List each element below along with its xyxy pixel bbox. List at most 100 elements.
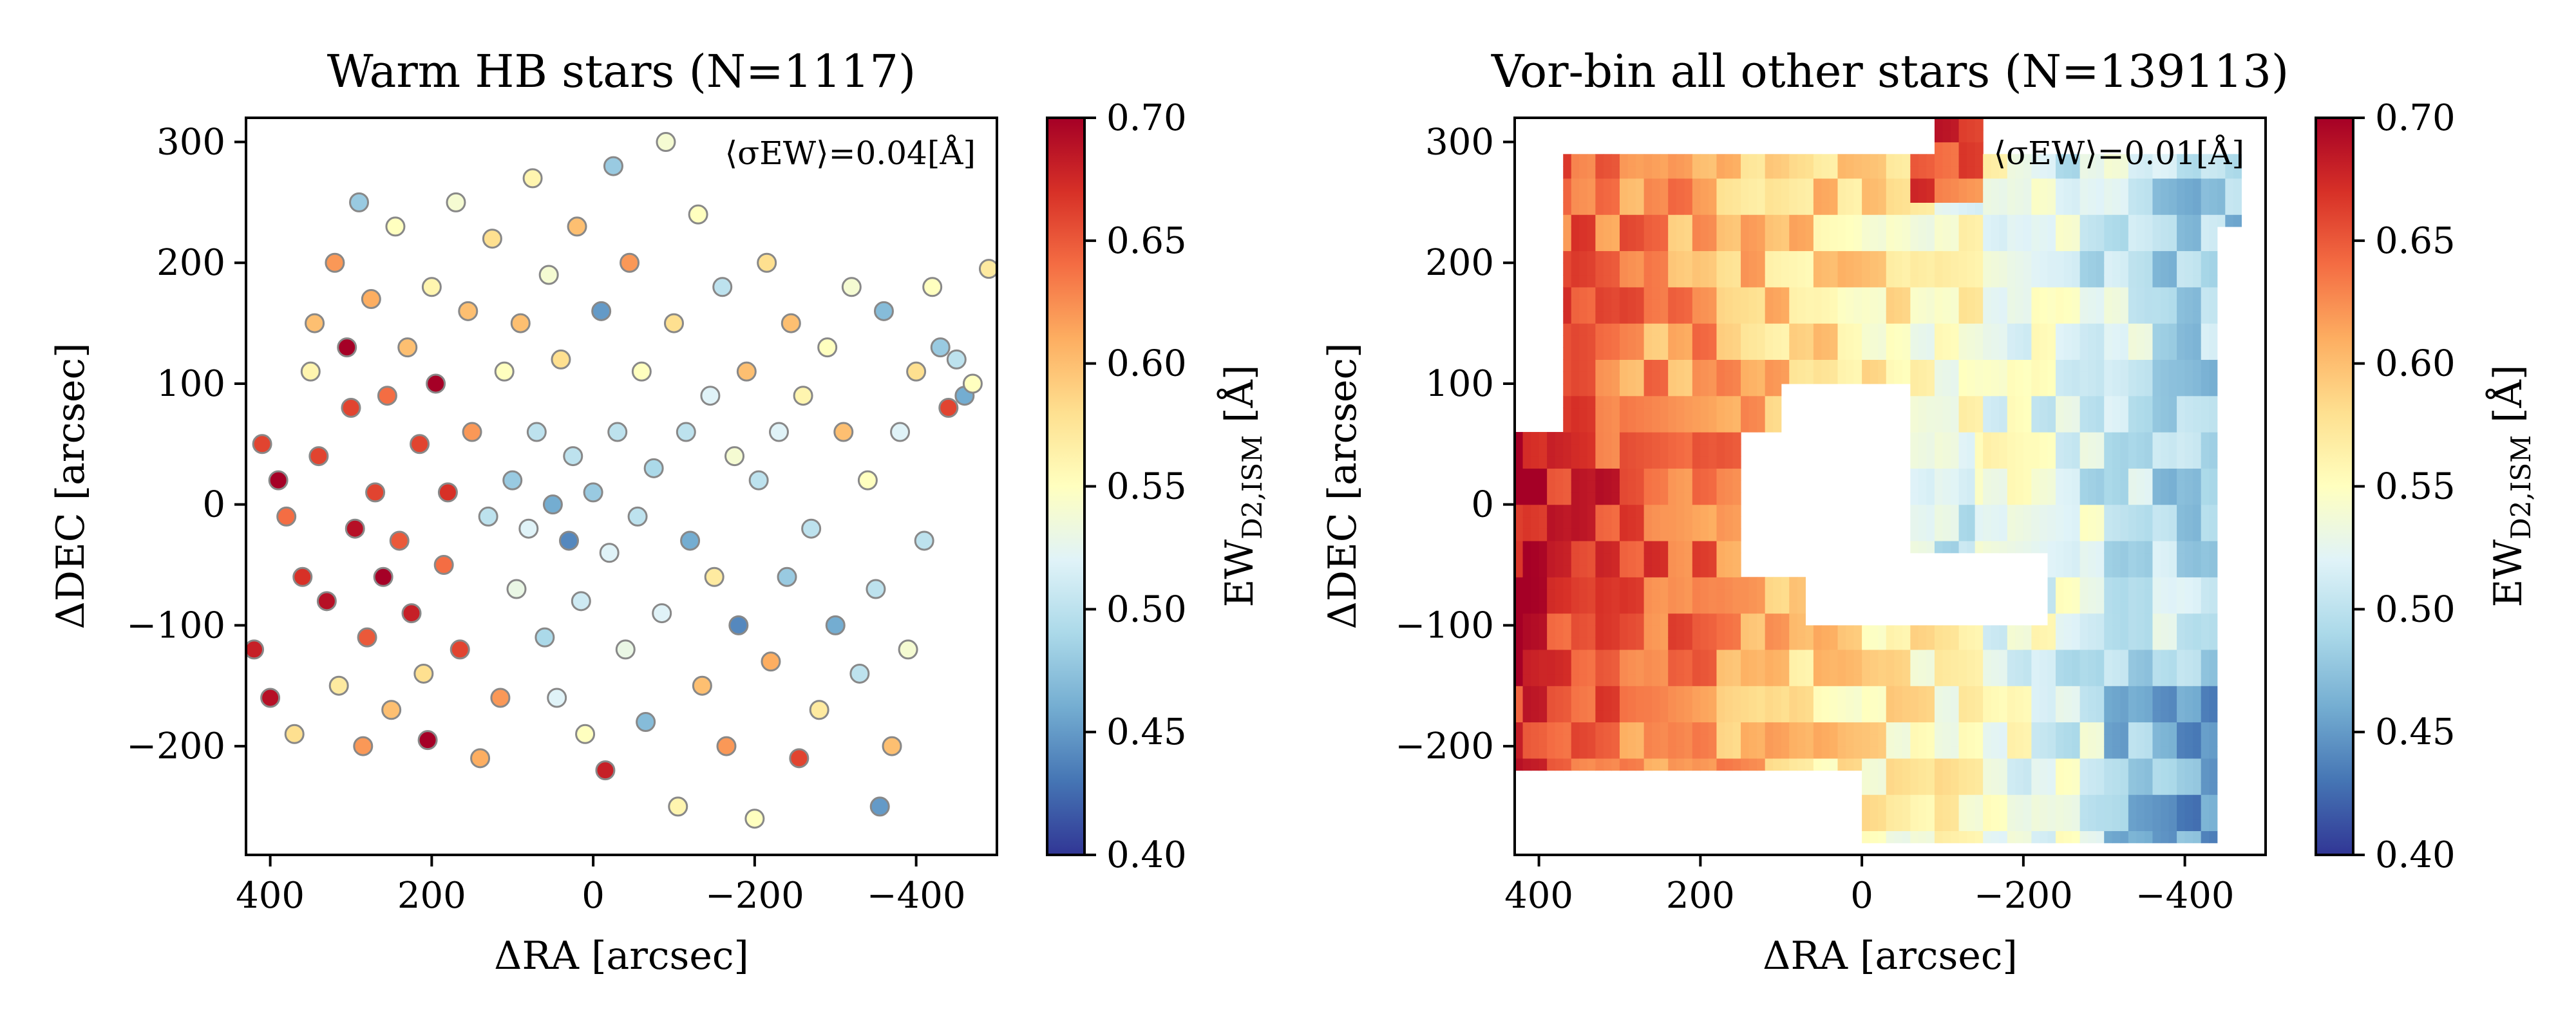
heatmap-cell — [1999, 637, 2008, 650]
heatmap-cell — [1741, 347, 1750, 360]
heatmap-cell — [2184, 601, 2193, 614]
heatmap-cell — [1603, 516, 1613, 529]
heatmap-cell — [1821, 347, 1830, 360]
heatmap-cell — [2136, 166, 2145, 179]
heatmap-cell — [2128, 190, 2137, 203]
heatmap-cell — [2047, 686, 2056, 698]
heatmap-cell — [1636, 359, 1645, 372]
star-point — [700, 386, 721, 406]
heatmap-cell — [2096, 263, 2105, 276]
heatmap-cell — [1773, 250, 1782, 263]
heatmap-cell — [1684, 673, 1693, 686]
heatmap-cell — [1643, 734, 1653, 747]
heatmap-cell — [2031, 722, 2040, 735]
heatmap-cell — [1975, 275, 1984, 288]
heatmap-cell — [1652, 371, 1661, 384]
heatmap-cell — [1732, 238, 1741, 252]
heatmap-cell — [1724, 577, 1734, 590]
heatmap-cell — [2120, 480, 2129, 493]
heatmap-cell — [2015, 456, 2024, 469]
heatmap-cell — [1926, 734, 1935, 747]
heatmap-cell — [2177, 758, 2186, 771]
heatmap-cell — [2039, 794, 2049, 807]
heatmap-cell — [1748, 383, 1757, 397]
heatmap-cell — [1797, 371, 1806, 384]
heatmap-cell — [1539, 565, 1548, 577]
heatmap-cell — [2217, 214, 2226, 227]
heatmap-cell — [1958, 456, 1967, 469]
heatmap-cell — [1619, 214, 1629, 227]
heatmap-cell — [2056, 383, 2065, 397]
heatmap-cell — [1579, 275, 1588, 288]
heatmap-cell — [2112, 214, 2121, 227]
heatmap-cell — [2079, 734, 2088, 747]
heatmap-cell — [2136, 661, 2145, 675]
heatmap-cell — [2056, 178, 2065, 191]
heatmap-cell — [1942, 709, 1951, 723]
heatmap-cell — [1765, 601, 1774, 614]
heatmap-cell — [2079, 746, 2088, 759]
heatmap-cell — [1700, 661, 1709, 675]
heatmap-cell — [1870, 359, 1879, 372]
heatmap-cell — [1595, 516, 1604, 529]
heatmap-cell — [1805, 311, 1814, 324]
heatmap-cell — [1692, 734, 1701, 747]
heatmap-cell — [1660, 444, 1669, 457]
heatmap-cell — [2177, 649, 2186, 662]
heatmap-cell — [1611, 746, 1620, 759]
heatmap-cell — [2112, 432, 2121, 445]
heatmap-cell — [1951, 395, 1960, 409]
star-point — [458, 301, 478, 321]
heatmap-cell — [1837, 722, 1846, 735]
heatmap-cell — [1748, 613, 1757, 626]
heatmap-cell — [1603, 263, 1613, 276]
heatmap-cell — [1975, 456, 1984, 469]
heatmap-cell — [2096, 697, 2105, 711]
heatmap-cell — [1741, 238, 1750, 252]
heatmap-cell — [1652, 299, 1661, 312]
heatmap-cell — [1611, 166, 1620, 179]
colorbar-tick-label: 0.45 — [1106, 711, 1187, 753]
heatmap-cell — [1732, 492, 1741, 505]
heatmap-cell — [2177, 806, 2186, 819]
heatmap-cell — [2056, 238, 2065, 252]
heatmap-cell — [2120, 347, 2129, 360]
heatmap-cell — [1910, 407, 1919, 420]
heatmap-cell — [2015, 347, 2024, 360]
heatmap-cell — [2079, 311, 2088, 324]
heatmap-cell — [2152, 734, 2161, 747]
heatmap-cell — [1676, 492, 1685, 505]
heatmap-cell — [1781, 589, 1790, 602]
heatmap-cell — [2104, 468, 2113, 481]
heatmap-cell — [1991, 806, 2000, 819]
heatmap-cell — [1853, 226, 1862, 239]
heatmap-cell — [1862, 649, 1871, 662]
heatmap-cell — [2007, 190, 2016, 203]
heatmap-cell — [1789, 613, 1798, 626]
heatmap-cell — [2184, 371, 2193, 384]
heatmap-cell — [2193, 323, 2202, 336]
heatmap-cell — [1668, 601, 1677, 614]
heatmap-cell — [1967, 371, 1976, 384]
heatmap-cell — [2168, 565, 2177, 577]
heatmap-cell — [2088, 529, 2097, 541]
heatmap-cell — [2039, 686, 2049, 698]
heatmap-cell — [1886, 697, 1895, 711]
heatmap-cell — [1975, 673, 1984, 686]
heatmap-cell — [1918, 734, 1927, 747]
heatmap-cell — [1708, 686, 1718, 698]
heatmap-cell — [1991, 818, 2000, 832]
heatmap-cell — [2209, 686, 2218, 698]
heatmap-cell — [1515, 432, 1524, 445]
heatmap-cell — [1587, 420, 1596, 433]
heatmap-cell — [1765, 697, 1774, 711]
heatmap-cell — [1967, 383, 1976, 397]
heatmap-cell — [1684, 565, 1693, 577]
heatmap-cell — [2168, 178, 2177, 191]
heatmap-cell — [1708, 504, 1718, 518]
heatmap-cell — [1878, 770, 1887, 783]
heatmap-cell — [1983, 830, 1992, 843]
heatmap-cell — [1951, 263, 1960, 276]
heatmap-cell — [2168, 250, 2177, 263]
